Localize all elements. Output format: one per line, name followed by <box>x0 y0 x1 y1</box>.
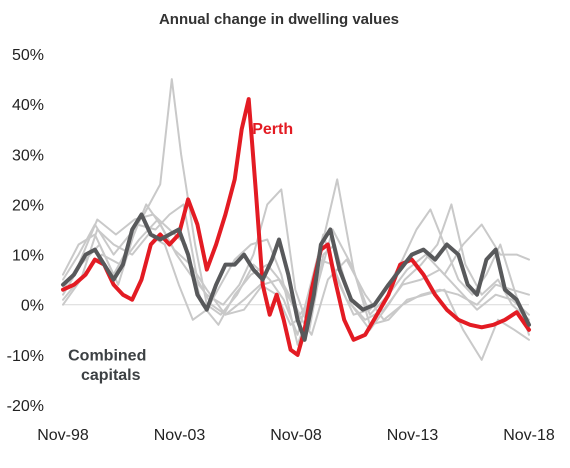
y-tick-label: 30% <box>12 147 44 164</box>
series-line-city-5 <box>62 178 530 361</box>
y-tick-label: 10% <box>12 248 44 265</box>
annotations: Perth Combined capitals <box>68 121 293 384</box>
x-tick-label: Nov-13 <box>387 427 439 444</box>
plot-area <box>61 78 531 361</box>
series-line-combined-capitals <box>61 212 531 342</box>
y-tick-label: -20% <box>7 398 44 415</box>
x-tick-label: Nov-08 <box>270 427 322 444</box>
y-tick-label: 20% <box>12 197 44 214</box>
x-tick-label: Nov-18 <box>503 427 555 444</box>
annotation-label: Perth <box>252 121 293 138</box>
y-tick-label: 40% <box>12 97 44 114</box>
y-tick-label: -10% <box>7 348 44 365</box>
chart-title: Annual change in dwelling values <box>159 11 399 28</box>
series-line-city-2 <box>62 78 530 336</box>
y-tick-label: 0% <box>21 298 44 315</box>
x-tick-label: Nov-98 <box>37 427 89 444</box>
x-tick-label: Nov-03 <box>154 427 206 444</box>
series-line-city-3 <box>62 188 530 331</box>
y-tick-label: 50% <box>12 47 44 64</box>
series-line-perth <box>61 97 531 357</box>
y-axis-ticks: 50% 40% 30% 20% 10% 0% -10% -20% <box>7 47 44 415</box>
annotation-label: Combined <box>68 347 146 364</box>
annotation-label: capitals <box>81 367 141 384</box>
x-axis-ticks: Nov-98 Nov-03 Nov-08 Nov-13 Nov-18 <box>37 427 555 444</box>
